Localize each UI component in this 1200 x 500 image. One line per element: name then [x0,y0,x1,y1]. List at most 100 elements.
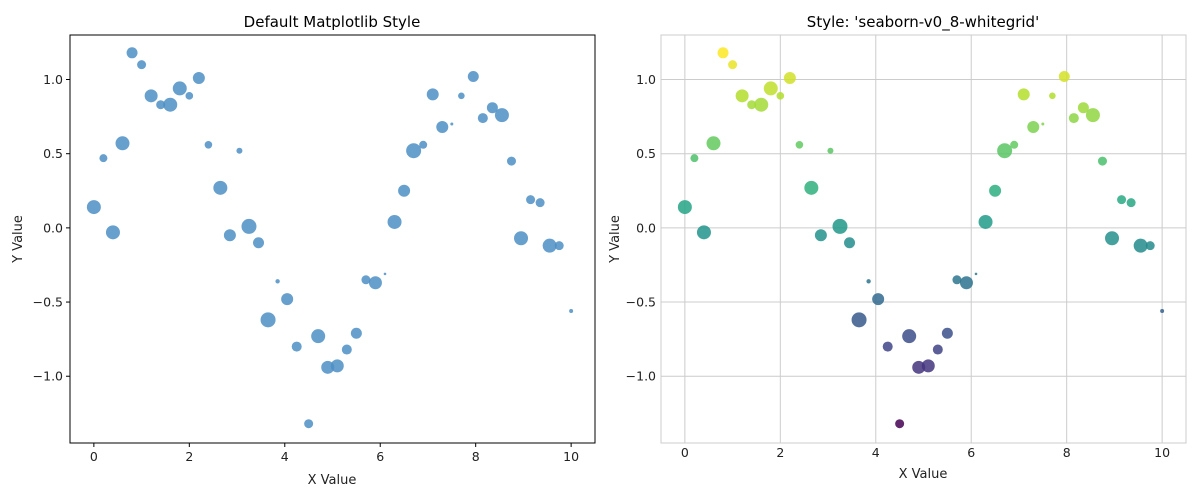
x-ticks: 0 2 4 6 8 10 [681,445,1170,460]
x-tick-label: 4 [281,449,289,464]
chart-default-style: Default Matplotlib Style 0 2 4 6 8 10 −1.0 −0.… [11,13,596,488]
scatter-point [426,88,439,101]
scatter-point [754,97,769,112]
scatter-point [1097,156,1107,166]
scatter-point [1058,71,1070,83]
scatter-point [406,143,422,159]
x-tick-label: 6 [376,449,384,464]
scatter-point [1117,195,1127,205]
scatter-point [1160,308,1165,313]
x-tick-label: 0 [90,449,98,464]
scatter-point [1133,238,1148,253]
y-tick-label: 0.5 [636,146,656,161]
x-tick-label: 8 [1063,445,1071,460]
scatter-point [1041,122,1045,126]
scatter-point [361,275,371,285]
y-tick-label: −1.0 [33,369,63,384]
scatter-point [1017,88,1030,101]
scatter-point [350,327,362,339]
scatter-point [275,279,280,284]
scatter-point [997,143,1013,159]
plot-frame [660,34,1187,444]
scatter-point [912,360,926,374]
scatter-point [804,180,819,195]
scatter-point [832,218,848,234]
scatter-point [690,154,699,163]
x-axis-label: X Value [308,473,357,488]
scatter-point [241,218,257,234]
scatter-point [236,147,243,154]
scatter-point [137,60,147,70]
scatter-point [223,229,236,242]
scatter-point [304,419,314,429]
scatter-point [827,147,834,154]
scatter-point [747,100,757,110]
scatter-point [776,92,785,100]
scatter-point [450,122,454,126]
y-axis-label: Y Value [11,215,26,264]
y-ticks: −1.0 −0.5 0.0 0.5 1.0 [33,72,70,384]
scatter-point [717,47,729,59]
scatter-point [1049,92,1056,100]
scatter-point [398,184,411,197]
chart-title: Style: 'seaborn-v0_8-whitegrid' [807,13,1039,32]
scatter-point [844,237,856,249]
scatter-point [974,272,978,276]
y-tick-label: 0.0 [636,220,656,235]
scatter-point [514,231,529,246]
x-tick-label: 0 [681,445,689,460]
scatter-point [795,140,804,149]
scatter-point [814,229,827,242]
scatter-point [281,293,294,306]
x-tick-label: 10 [1154,445,1170,460]
scatter-point [387,214,402,229]
scatter-point [494,108,509,123]
scatter-point [735,89,749,103]
scatter-point [959,276,973,290]
scatter-point [1077,102,1089,114]
y-tick-label: −0.5 [626,295,656,310]
x-tick-label: 2 [185,449,193,464]
scatter-point [144,89,158,103]
scatter-point [1010,140,1019,149]
scatter-point [477,113,488,124]
scatter-point [86,200,101,215]
scatter-point [851,312,867,328]
x-ticks: 0 2 4 6 8 10 [90,443,579,464]
scatter-point [172,81,187,96]
scatter-point [213,180,228,195]
scatter-point [458,92,465,100]
scatter-points [677,47,1165,429]
scatter-point [1126,198,1136,208]
scatter-point [526,195,536,205]
scatter-point [932,344,943,355]
scatter-point [677,200,692,215]
scatter-point [989,184,1002,197]
scatter-point [99,154,108,163]
scatter-point [866,279,871,284]
scatter-point [419,140,428,149]
scatter-points [86,47,574,429]
scatter-point [783,72,796,85]
y-tick-label: 0.0 [43,220,63,235]
scatter-point [696,225,711,240]
scatter-point [882,341,893,352]
y-tick-label: 1.0 [636,72,656,87]
scatter-point [383,272,387,276]
scatter-point [291,341,302,352]
scatter-point [204,140,213,149]
scatter-point [436,120,449,133]
scatter-point [486,102,498,114]
scatter-point [506,156,516,166]
x-axis-label: X Value [899,467,948,482]
scatter-point [706,136,721,151]
scatter-point [126,47,138,59]
scatter-point [872,293,885,306]
y-ticks: −1.0 −0.5 0.0 0.5 1.0 [626,72,656,384]
chart-seaborn-whitegrid: Style: 'seaborn-v0_8-whitegrid' 0 2 4 6 8 10 … [608,13,1187,482]
scatter-point [105,225,120,240]
scatter-point [368,276,382,290]
scatter-point [921,359,935,373]
scatter-point [895,419,905,429]
